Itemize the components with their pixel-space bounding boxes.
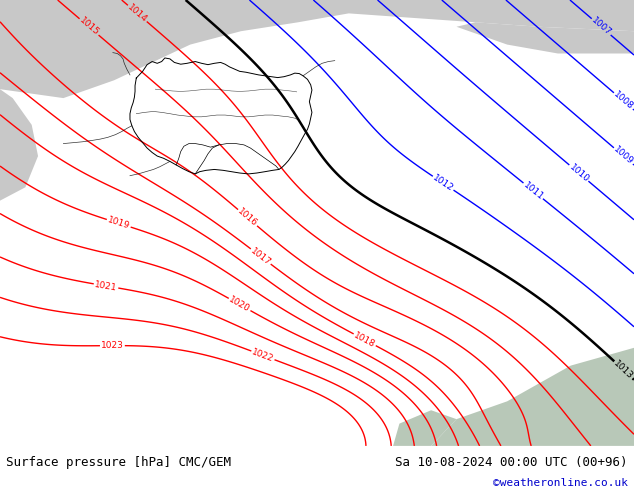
Text: ©weatheronline.co.uk: ©weatheronline.co.uk xyxy=(493,478,628,489)
Text: 1017: 1017 xyxy=(249,246,273,267)
Polygon shape xyxy=(456,22,634,53)
Text: 1013: 1013 xyxy=(612,359,634,381)
Polygon shape xyxy=(393,410,456,446)
Polygon shape xyxy=(0,89,38,201)
Text: 1015: 1015 xyxy=(77,16,101,38)
Text: 1010: 1010 xyxy=(567,162,590,184)
Text: 1007: 1007 xyxy=(590,16,613,38)
Polygon shape xyxy=(431,348,634,446)
Text: 1018: 1018 xyxy=(353,330,377,349)
Text: 1014: 1014 xyxy=(126,2,149,25)
Text: 1021: 1021 xyxy=(94,280,118,293)
Text: Sa 10-08-2024 00:00 UTC (00+96): Sa 10-08-2024 00:00 UTC (00+96) xyxy=(395,456,628,469)
Text: 1022: 1022 xyxy=(250,347,275,364)
Text: 1016: 1016 xyxy=(236,207,259,229)
Text: Surface pressure [hPa] CMC/GEM: Surface pressure [hPa] CMC/GEM xyxy=(6,456,231,469)
Text: 1009: 1009 xyxy=(612,145,634,167)
Text: 1023: 1023 xyxy=(101,341,124,350)
Text: 1008: 1008 xyxy=(612,90,634,112)
Text: 1011: 1011 xyxy=(521,180,545,201)
Polygon shape xyxy=(0,0,634,98)
Text: 1020: 1020 xyxy=(228,295,252,314)
Text: 1019: 1019 xyxy=(107,216,131,231)
Text: 1012: 1012 xyxy=(431,173,455,193)
